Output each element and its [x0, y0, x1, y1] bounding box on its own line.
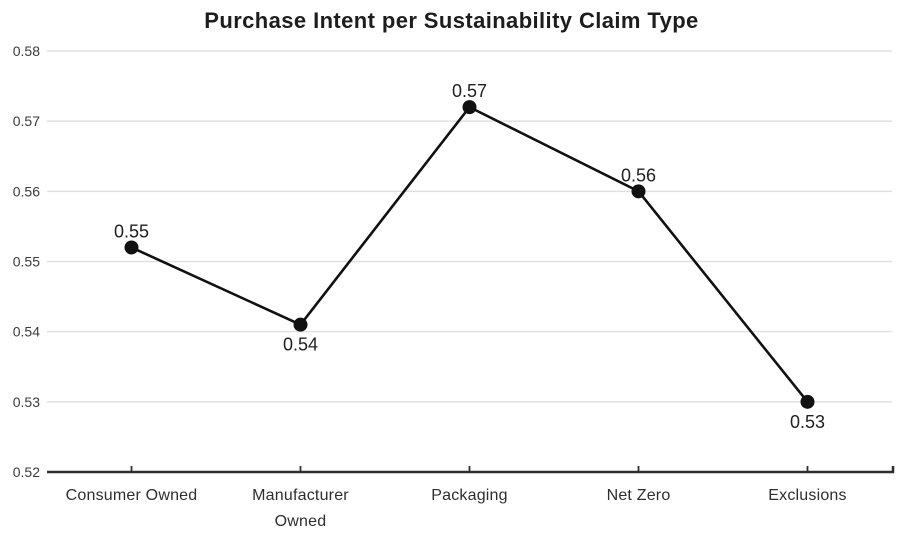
x-axis-line	[47, 466, 895, 474]
data-point-marker	[293, 317, 308, 332]
x-axis-category-label: Consumer Owned	[66, 487, 198, 504]
chart-title: Purchase Intent per Sustainability Claim…	[204, 8, 698, 33]
data-point-label: 0.56	[621, 165, 656, 185]
data-point-label: 0.57	[452, 81, 487, 101]
y-axis-tick-label: 0.57	[13, 113, 40, 129]
data-point-marker	[124, 240, 139, 255]
x-axis-category-label: Net Zero	[607, 487, 671, 504]
data-point-label: 0.55	[114, 221, 149, 241]
data-point-label: 0.53	[790, 412, 825, 432]
y-axis-tick-label: 0.54	[13, 324, 40, 340]
y-axis-tick-label: 0.52	[13, 464, 40, 480]
data-point-marker	[462, 100, 477, 115]
y-axis-tick-label: 0.53	[13, 394, 40, 410]
data-point-marker	[800, 394, 815, 409]
series-line	[130, 105, 809, 404]
data-point-label: 0.54	[283, 335, 318, 355]
plot-area: 0.52 0.53 0.54 0.55 0.56 0.57 0.58 0.55 0.54 0.57…	[13, 43, 895, 530]
data-point-marker	[631, 184, 646, 199]
x-axis-category-label: Manufacturer Owned	[252, 487, 349, 530]
y-axis-tick-label: 0.56	[13, 183, 40, 199]
x-axis-category-label: Packaging	[431, 487, 508, 504]
y-axis-tick-label: 0.58	[13, 43, 40, 59]
x-axis-category-label: Exclusions	[768, 487, 846, 504]
y-axis-tick-label: 0.55	[13, 254, 40, 270]
